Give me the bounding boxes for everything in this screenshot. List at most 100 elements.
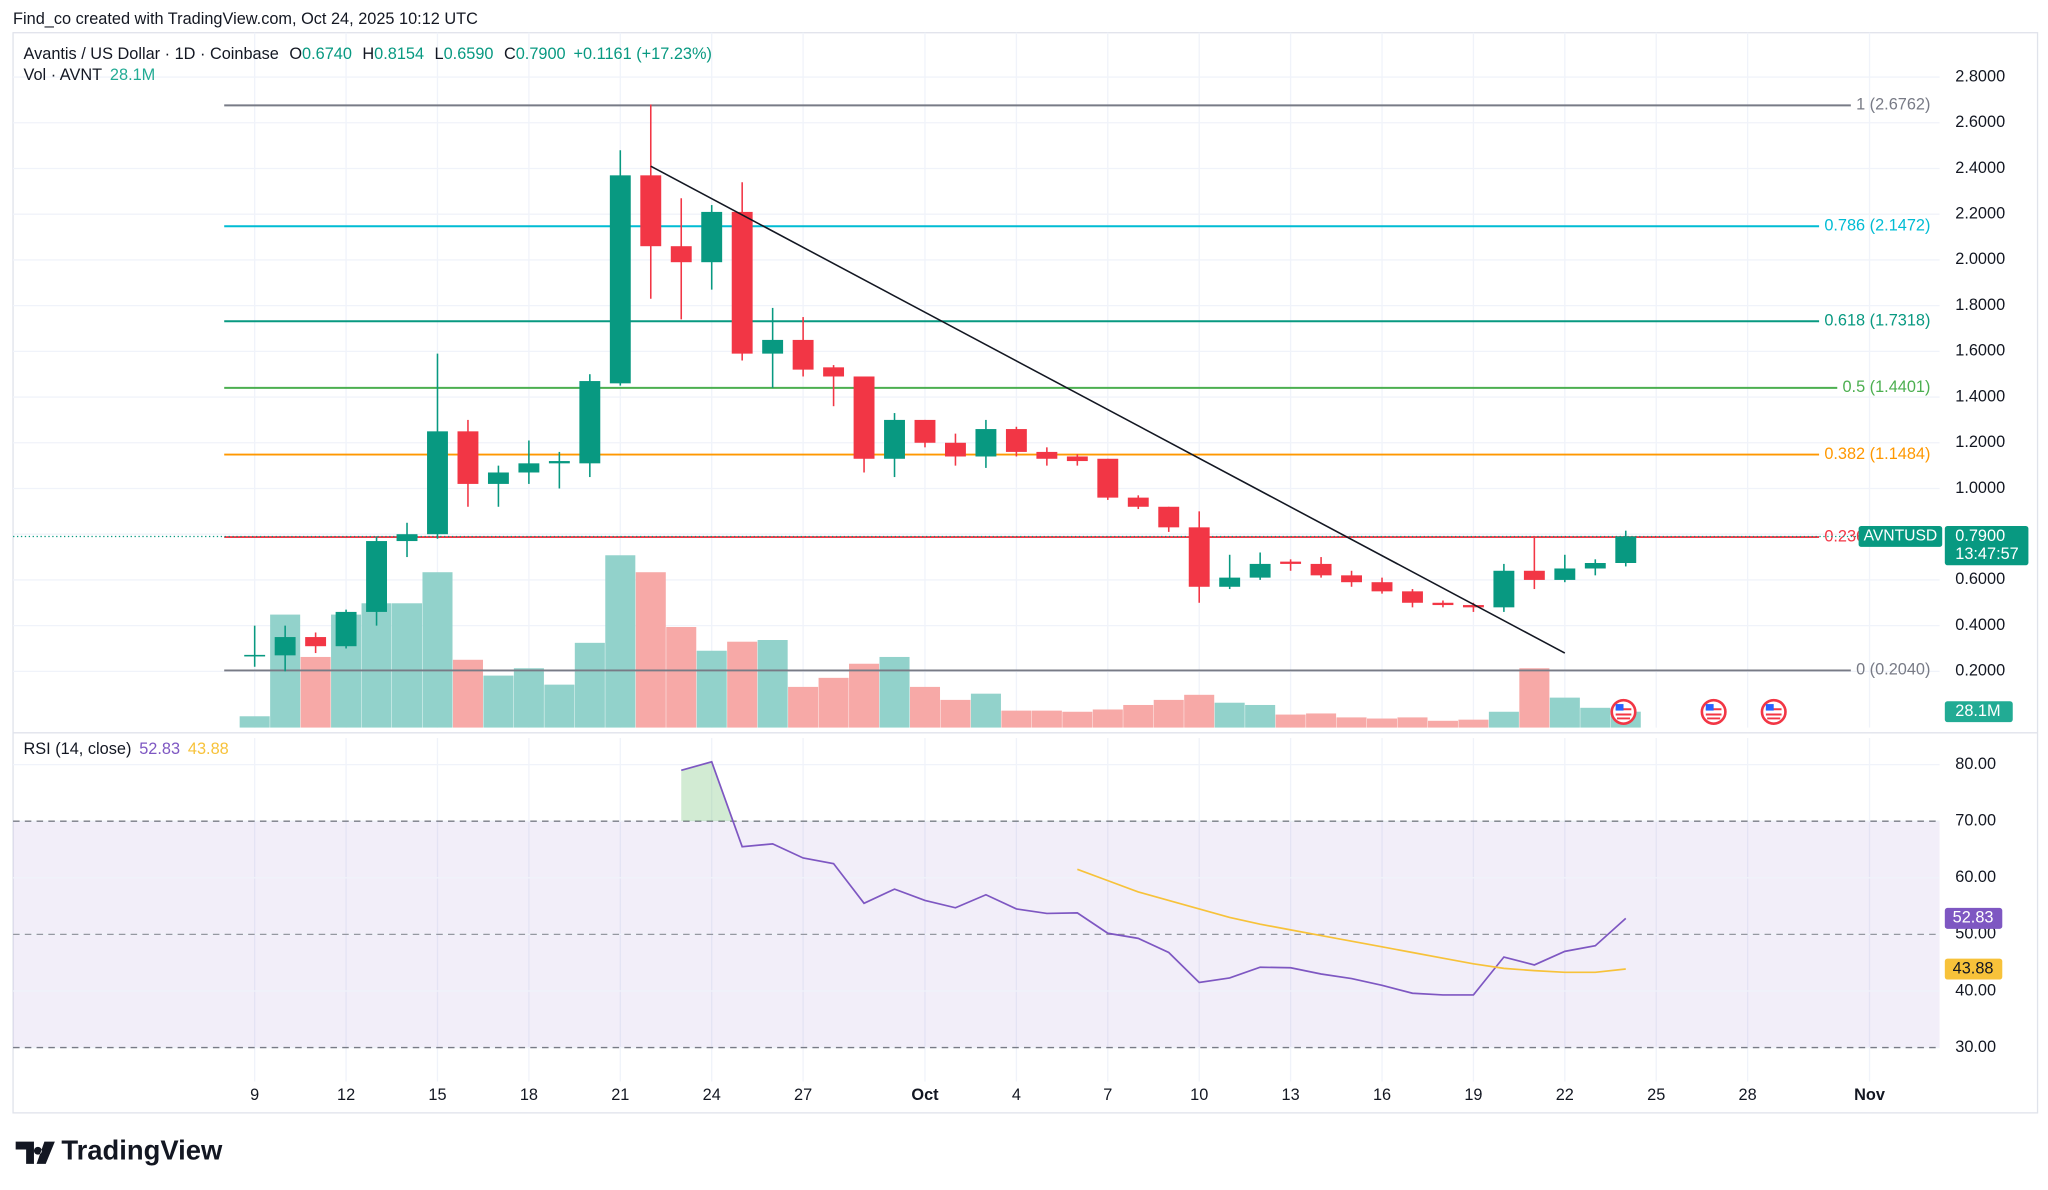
volume-bar <box>513 668 544 728</box>
x-tick-label: 25 <box>1647 1086 1665 1104</box>
candle-body <box>1341 575 1362 583</box>
fib-label: 0 (0.2040) <box>1856 661 1930 679</box>
ohlc-value: 0.6590 <box>444 45 494 63</box>
candle-body <box>945 442 966 457</box>
x-tick-label: 19 <box>1464 1086 1482 1104</box>
change: +0.1161 (+17.23%) <box>573 45 711 63</box>
earnings-icon <box>1610 698 1637 725</box>
volume-bar <box>1519 668 1550 728</box>
symbol-title: Avantis / US Dollar · 1D · Coinbase <box>24 45 279 63</box>
legend: Avantis / US Dollar · 1D · Coinbase O0.67… <box>24 45 712 63</box>
candle-body <box>1554 568 1576 580</box>
y-tick-label: 30.00 <box>1955 1038 1996 1056</box>
volume-bar <box>818 677 849 728</box>
volume-bar <box>605 555 636 728</box>
candle-body <box>518 463 540 473</box>
candle-body <box>548 461 570 464</box>
candle-body <box>884 419 905 459</box>
volume-bar <box>757 640 788 728</box>
volume-legend: Vol · AVNT 28.1M <box>24 66 156 84</box>
candle-body <box>274 637 296 656</box>
volume-bar <box>392 603 423 728</box>
candle-body <box>457 431 479 484</box>
y-tick-label: 2.2000 <box>1955 205 2005 223</box>
volume-bar <box>300 656 331 728</box>
volume-bar <box>909 686 941 728</box>
candle-body <box>1249 563 1271 578</box>
countdown: 13:47:57 <box>1955 545 2019 563</box>
candle-body <box>1097 458 1119 498</box>
candle-body <box>823 367 845 377</box>
candle-body <box>1371 582 1393 592</box>
volume-bar <box>788 686 819 728</box>
y-tick-label: 1.4000 <box>1955 387 2005 405</box>
rsi-value: 52.83 <box>139 740 180 758</box>
candle-body <box>1493 570 1515 608</box>
rsi-tag <box>1944 958 2003 980</box>
candle-body <box>1310 563 1332 576</box>
candle-body <box>427 431 448 535</box>
ohlc-value: 0.6740 <box>302 45 352 63</box>
volume-bar <box>1366 718 1398 728</box>
candle-body <box>396 534 418 542</box>
candle-body <box>701 211 723 263</box>
x-tick-label: 12 <box>337 1086 355 1104</box>
x-tick-label: 16 <box>1373 1086 1391 1104</box>
x-tick-label: 4 <box>1012 1086 1021 1104</box>
candle-body <box>1280 561 1302 564</box>
candle-body <box>975 429 997 457</box>
candle-body <box>366 541 388 612</box>
y-tick-label: 50.00 <box>1955 925 1996 943</box>
x-tick-label: Nov <box>1854 1086 1885 1104</box>
y-tick-label: 0.2000 <box>1955 662 2005 680</box>
volume-bar <box>1214 702 1245 728</box>
volume-bar <box>696 650 727 728</box>
candle-body <box>1462 605 1484 608</box>
volume-bar <box>1031 710 1062 728</box>
volume-bar <box>727 641 758 728</box>
brand: TradingView <box>61 1134 223 1165</box>
volume-bar <box>1397 717 1428 728</box>
volume-bar <box>422 572 453 728</box>
volume-value: 28.1M <box>110 66 155 84</box>
fib-label: 1 (2.6762) <box>1856 96 1930 114</box>
x-tick-label: 27 <box>794 1086 812 1104</box>
y-tick-label: 70.00 <box>1955 812 1996 830</box>
volume-bar <box>1275 714 1306 728</box>
volume-bar <box>483 675 514 728</box>
volume-bar <box>1001 710 1032 728</box>
candle-body <box>1188 527 1210 587</box>
candle-body <box>1127 497 1149 507</box>
volume-bar <box>849 663 880 728</box>
candle-body <box>914 419 936 443</box>
x-tick-label: Oct <box>911 1086 939 1104</box>
volume-bar <box>1427 720 1458 728</box>
x-tick-label: 7 <box>1103 1086 1112 1104</box>
y-tick-label: 2.0000 <box>1955 250 2005 268</box>
candle-body <box>670 246 692 263</box>
brand-logo <box>15 1141 55 1164</box>
candle-body <box>1615 536 1637 563</box>
volume-bar <box>1549 697 1580 728</box>
candle-body <box>1402 591 1423 603</box>
earnings-icon <box>1760 698 1787 725</box>
y-tick-label: 2.6000 <box>1955 113 2005 131</box>
candle-body <box>640 175 662 247</box>
volume-bar <box>635 572 666 728</box>
x-tick-label: 24 <box>703 1086 721 1104</box>
candle-body <box>1219 577 1241 587</box>
volume-bar <box>1580 707 1611 728</box>
volume-bar <box>1245 704 1276 728</box>
y-tick-label: 0.6000 <box>1955 570 2005 588</box>
ohlc-label: O <box>289 45 302 63</box>
candle-body <box>1158 506 1180 528</box>
candle-body <box>1036 451 1058 459</box>
candle-body <box>335 611 357 647</box>
candle-body <box>792 339 814 370</box>
attribution: Find_co created with TradingView.com, Oc… <box>13 10 478 28</box>
rsi-tag-text: 43.88 <box>1953 959 1994 977</box>
candle-body <box>579 381 601 464</box>
x-tick-label: 22 <box>1556 1086 1574 1104</box>
volume-bar <box>574 642 605 728</box>
volume-bar <box>1062 711 1093 728</box>
